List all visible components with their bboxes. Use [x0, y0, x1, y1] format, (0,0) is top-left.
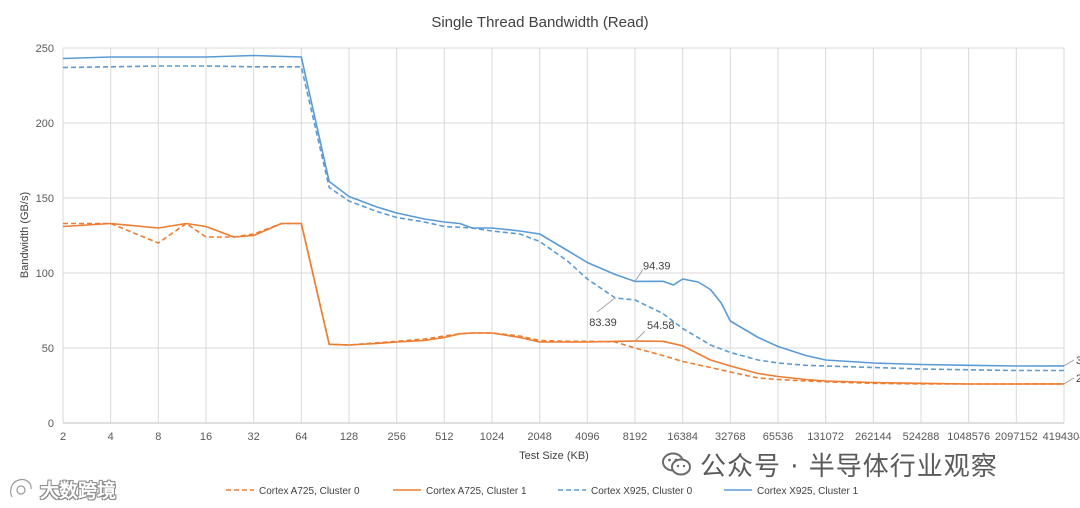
x-tick-label: 8192: [623, 431, 647, 443]
x-axis-label: Test Size (KB): [519, 450, 589, 462]
annotation-label: 38.06: [1076, 355, 1080, 367]
x-tick-label: 32: [248, 431, 260, 443]
watermark-text: 公众号 · 半导体行业观察: [700, 451, 998, 482]
x-tick-label: 262144: [855, 431, 892, 443]
x-tick-label: 32768: [715, 431, 746, 443]
annotation-label: 26.05: [1076, 373, 1080, 385]
gridlines: [62, 47, 1065, 424]
series-line: [63, 222, 1065, 385]
y-tick-label: 150: [36, 193, 54, 205]
x-tick-label: 16384: [667, 431, 698, 443]
annotation-leader: [634, 330, 646, 342]
x-axis-ticks: 2 4 8 16 32 64 128 256 512 1024 2048 4096 8192 16384 3…: [60, 431, 1080, 443]
x-tick-label: 64: [295, 431, 307, 443]
x-tick-label: 512: [435, 431, 453, 443]
series-line: [62, 65, 1064, 372]
x-tick-label: 4096: [575, 431, 599, 443]
x-tick-label: 128: [340, 431, 358, 443]
x-tick-label: 2097152: [995, 431, 1038, 443]
annotation-label: 94.39: [643, 260, 671, 272]
watermark-brand: 大数跨境: [8, 476, 116, 502]
x-tick-label: 65536: [763, 431, 794, 443]
x-tick-label: 2: [60, 431, 66, 443]
y-tick-label: 250: [36, 43, 54, 55]
x-tick-label: 1048576: [947, 431, 990, 443]
y-tick-label: 100: [36, 268, 54, 280]
brand-logo-icon: [9, 478, 33, 498]
legend-label: Cortex A725, Cluster 1: [426, 486, 527, 497]
x-tick-label: 16: [200, 431, 212, 443]
chart-title: Single Thread Bandwidth (Read): [431, 14, 648, 31]
x-tick-label: 524288: [903, 431, 940, 443]
y-tick-label: 200: [36, 118, 54, 130]
watermark-wechat: 公众号 · 半导体行业观察: [662, 446, 998, 482]
wechat-icon: [662, 452, 691, 476]
annotations: 94.39 83.39 54.58 38.06 26.05: [589, 260, 1080, 385]
annotation-leader: [634, 269, 644, 282]
x-tick-label: 2048: [527, 431, 551, 443]
legend-label: Cortex X925, Cluster 1: [757, 486, 859, 497]
annotation-label: 83.39: [589, 317, 617, 329]
y-axis-ticks: 0 50 100 150 200 250: [36, 43, 54, 430]
x-tick-label: 4194304: [1043, 431, 1080, 443]
legend-label: Cortex X925, Cluster 0: [591, 486, 693, 497]
x-tick-label: 131072: [807, 431, 844, 443]
x-tick-label: 256: [387, 431, 405, 443]
series-line: [62, 54, 1065, 367]
annotation-label: 54.58: [647, 320, 675, 332]
series-line: [62, 222, 1065, 385]
legend-label: Cortex A725, Cluster 0: [259, 486, 360, 497]
annotation-leader: [596, 297, 616, 313]
x-tick-label: 4: [108, 431, 114, 443]
series-lines: [62, 54, 1065, 385]
x-tick-label: 8: [155, 431, 161, 443]
y-axis-label: Bandwidth (GB/s): [19, 192, 31, 278]
watermark-brand-text: 大数跨境: [40, 479, 117, 502]
legend: Cortex A725, Cluster 0 Cortex A725, Clust…: [226, 486, 859, 497]
annotation-leader: [1063, 377, 1075, 385]
y-tick-label: 0: [48, 418, 54, 430]
annotation-leader: [1063, 359, 1075, 367]
y-tick-label: 50: [42, 343, 54, 355]
x-tick-label: 1024: [480, 431, 504, 443]
